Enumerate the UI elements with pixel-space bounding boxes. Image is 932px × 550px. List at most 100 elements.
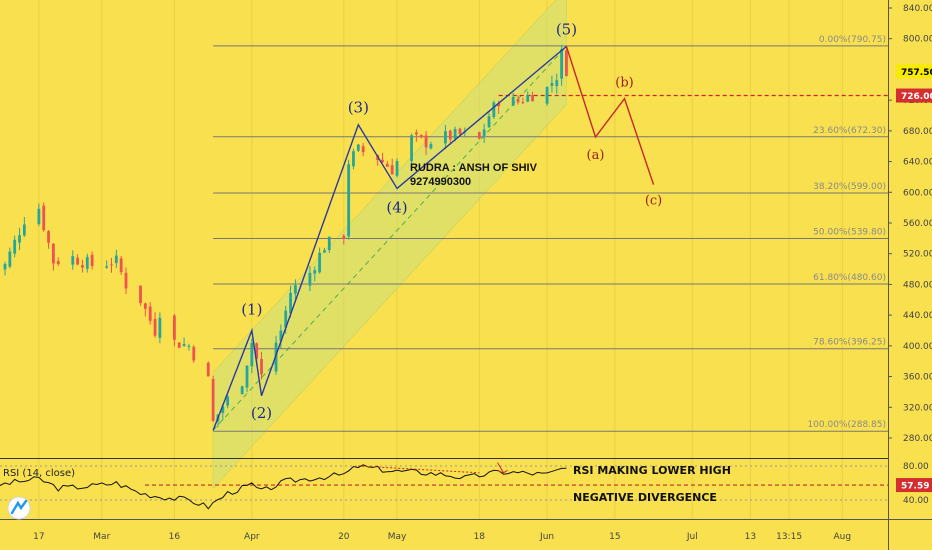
candle-body <box>47 231 50 243</box>
y-tick-label: 480.00 <box>903 280 932 290</box>
candle-body <box>143 303 147 309</box>
candle-body <box>497 103 501 107</box>
candle-body <box>240 386 244 395</box>
rsi-value-label: 57.59 <box>901 482 929 492</box>
candle-body <box>347 164 351 237</box>
candle-body <box>226 396 230 406</box>
candle-body <box>313 270 317 274</box>
price-label-box <box>896 64 932 79</box>
candle-body <box>18 235 21 243</box>
candle-body <box>323 250 326 253</box>
candle-body <box>526 95 530 102</box>
candle-body <box>487 116 491 128</box>
candle-body <box>177 342 181 348</box>
x-tick-label: Aug <box>834 532 852 542</box>
candle-body <box>173 315 176 340</box>
candle-body <box>139 285 142 304</box>
candle-body <box>477 132 481 139</box>
candle-body <box>119 258 123 273</box>
y-tick-label: 440.00 <box>903 311 932 321</box>
candle-body <box>560 49 563 79</box>
candle-body <box>444 131 447 144</box>
candle-body <box>385 163 389 167</box>
wave-labels: (1) (2) (3) (4) (5) (a) (b) (c) <box>241 20 662 421</box>
x-tick-label: 16 <box>169 532 181 542</box>
trend-channel <box>212 0 567 490</box>
candle-body <box>279 330 283 342</box>
y-tick-label: 680.00 <box>903 127 932 137</box>
rsi-annotation-negative-divergence: NEGATIVE DIVERGENCE <box>573 491 717 504</box>
elliott-wave-lines <box>212 45 655 431</box>
price-label: 726.00 <box>901 92 932 102</box>
rsi-arrow <box>497 462 508 474</box>
fib-label: 0.00%(790.75) <box>819 35 886 45</box>
fib-label: 23.60%(672.30) <box>813 126 886 136</box>
rsi-divergence-line <box>358 465 480 474</box>
tradingview-logo[interactable] <box>7 496 31 520</box>
candle-body <box>192 346 196 361</box>
x-axis: 17 Mar 16 Apr 20 May 18 Jun 15 Jul 13 13:15 Aug <box>33 532 851 542</box>
candle-body <box>419 135 423 137</box>
candle-body <box>124 272 128 289</box>
candle-body <box>245 365 249 388</box>
x-tick-label: 17 <box>33 532 44 542</box>
channel-midline <box>212 46 567 431</box>
chart-annotation-line-1: RUDRA : ANSH OF SHIV <box>410 162 538 174</box>
candle-body <box>182 344 186 346</box>
x-tick-label: Apr <box>244 532 260 542</box>
y-tick-label: 400.00 <box>903 342 932 352</box>
candle-body <box>8 251 12 267</box>
fib-label: 50.00%(539.80) <box>813 228 886 238</box>
x-tick-label: Mar <box>93 532 110 542</box>
wave-label: (2) <box>251 404 272 422</box>
candle-body <box>3 263 7 270</box>
candle-body <box>448 130 452 140</box>
candle-body <box>22 224 26 236</box>
candle-body <box>90 254 94 267</box>
wave-label: (5) <box>556 20 577 38</box>
candle-body <box>114 255 118 264</box>
candle-body <box>361 146 365 153</box>
rsi-pane <box>0 462 888 510</box>
x-tick-label: May <box>388 532 407 542</box>
candle-body <box>211 378 215 421</box>
rsi-tick-label: 40.00 <box>903 496 929 506</box>
rsi-annotation-lower-high: RSI MAKING LOWER HIGH <box>573 464 731 477</box>
candle-body <box>76 257 79 265</box>
candle-body <box>158 317 162 338</box>
candle-body <box>221 406 225 414</box>
price-label: 757.50 <box>901 68 932 78</box>
candle-body <box>327 236 331 251</box>
candle-body <box>381 159 384 163</box>
candle-body <box>453 129 457 139</box>
candle-body <box>550 83 554 86</box>
candle-body <box>110 264 113 266</box>
candle-body <box>545 86 549 104</box>
x-tick-label: 13:15 <box>776 532 802 542</box>
candle-body <box>148 306 152 321</box>
candle-body <box>390 165 394 175</box>
x-tick-label: Jun <box>539 532 554 542</box>
candle-body <box>37 208 41 225</box>
candle-body <box>56 261 60 265</box>
wave-label: (4) <box>386 198 407 216</box>
y-tick-label: 520.00 <box>903 250 932 260</box>
channel-fill <box>212 0 567 490</box>
candle-body <box>85 257 89 269</box>
fib-label: 78.60%(396.25) <box>813 338 886 348</box>
candle-body <box>105 266 109 268</box>
candle-body <box>424 135 428 148</box>
fib-label: 38.20%(599.00) <box>813 182 886 192</box>
rsi-title: RSI (14, close) <box>3 468 75 479</box>
candle-body <box>356 144 360 151</box>
rsi-line <box>0 464 567 510</box>
candle-body <box>342 235 346 239</box>
candle-body <box>511 96 515 106</box>
projection-label: (c) <box>645 194 662 209</box>
candle-body <box>153 319 157 336</box>
candle-body <box>187 345 191 347</box>
y-axis: 280.00 320.00 360.00 400.00 440.00 480.00 520.… <box>888 4 932 506</box>
y-tick-label: 800.00 <box>903 35 932 45</box>
